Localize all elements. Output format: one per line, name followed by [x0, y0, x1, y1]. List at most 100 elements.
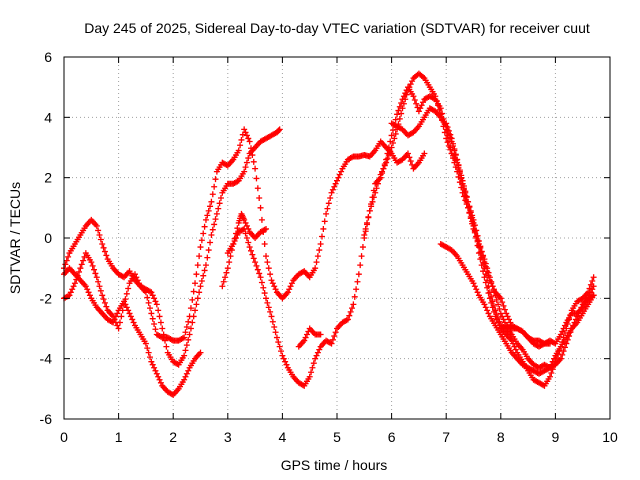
y-tick-label: -6	[40, 411, 53, 427]
data-point	[499, 313, 506, 320]
data-point	[314, 253, 321, 260]
data-point	[557, 331, 564, 338]
data-point	[417, 105, 424, 112]
data-point	[211, 221, 218, 228]
data-point	[353, 286, 360, 293]
data-point	[181, 376, 188, 383]
data-point	[474, 289, 481, 296]
data-point	[183, 323, 190, 330]
x-tick-label: 6	[388, 429, 396, 445]
data-point	[451, 159, 458, 166]
data-point	[463, 193, 470, 200]
data-point	[275, 127, 282, 134]
data-point	[325, 200, 332, 207]
data-point	[70, 283, 77, 290]
data-point	[209, 191, 216, 198]
data-point	[250, 255, 257, 262]
data-point	[209, 226, 216, 233]
data-point	[413, 100, 420, 107]
data-point	[268, 313, 275, 320]
data-point	[350, 301, 357, 308]
data-point	[272, 286, 279, 293]
data-point	[548, 369, 555, 376]
data-point	[88, 259, 95, 266]
data-point	[157, 379, 164, 386]
data-point	[145, 349, 152, 356]
data-point	[194, 262, 201, 269]
data-point	[546, 373, 553, 380]
data-point	[473, 227, 480, 234]
data-point	[354, 278, 361, 285]
data-point	[96, 231, 103, 238]
data-point	[245, 155, 252, 162]
data-point	[241, 168, 248, 175]
data-point	[368, 201, 375, 208]
data-point	[495, 301, 502, 308]
data-point	[549, 358, 556, 365]
data-point	[142, 289, 149, 296]
data-point	[148, 358, 155, 365]
data-point	[181, 334, 188, 341]
data-point	[204, 212, 211, 219]
data-point	[407, 158, 414, 165]
data-point	[507, 319, 514, 326]
data-point	[241, 126, 248, 133]
data-point	[481, 274, 488, 281]
data-point	[263, 225, 270, 232]
x-tick-label: 2	[169, 429, 177, 445]
data-point	[421, 150, 428, 157]
data-point	[265, 265, 272, 272]
data-point	[590, 274, 597, 281]
data-point	[211, 183, 218, 190]
data-point	[403, 87, 410, 94]
data-point	[114, 310, 121, 317]
data-point	[493, 296, 500, 303]
data-point	[329, 186, 336, 193]
series-track-9	[437, 241, 597, 377]
data-point	[67, 289, 74, 296]
data-point	[243, 159, 250, 166]
data-point	[116, 319, 123, 326]
data-point	[485, 310, 492, 317]
data-point	[235, 147, 242, 154]
data-point	[253, 175, 260, 182]
data-point	[447, 131, 454, 138]
data-point	[264, 299, 271, 306]
data-point	[336, 171, 343, 178]
data-point	[503, 310, 510, 317]
data-point	[454, 156, 461, 163]
axis-ticks: 0 1 2 3 4 5 6 7 8 9 10 -6 -4 -2 0 2 4 6	[40, 49, 618, 445]
data-point	[317, 241, 324, 248]
data-point	[125, 285, 132, 292]
data-point	[486, 289, 493, 296]
data-point	[84, 286, 91, 293]
data-point	[287, 283, 294, 290]
data-point	[445, 127, 452, 134]
data-point	[212, 216, 219, 223]
data-point	[69, 286, 76, 293]
data-point	[198, 277, 205, 284]
data-point	[470, 216, 477, 223]
data-point	[467, 207, 474, 214]
data-point	[246, 138, 253, 145]
data-point	[451, 146, 458, 153]
data-point	[559, 351, 566, 358]
data-point	[271, 283, 278, 290]
data-point	[419, 99, 426, 106]
y-tick-label: -4	[40, 351, 53, 367]
data-point	[365, 213, 372, 220]
data-point	[465, 198, 472, 205]
x-tick-label: 3	[224, 429, 232, 445]
data-point	[316, 346, 323, 353]
data-point	[241, 225, 248, 232]
data-point	[227, 253, 234, 260]
y-tick-label: 2	[44, 170, 52, 186]
data-point	[66, 292, 73, 299]
data-point	[379, 170, 386, 177]
data-point	[205, 207, 212, 214]
data-point	[471, 222, 478, 229]
data-point	[269, 280, 276, 287]
data-point	[220, 278, 227, 285]
data-point	[396, 115, 403, 122]
